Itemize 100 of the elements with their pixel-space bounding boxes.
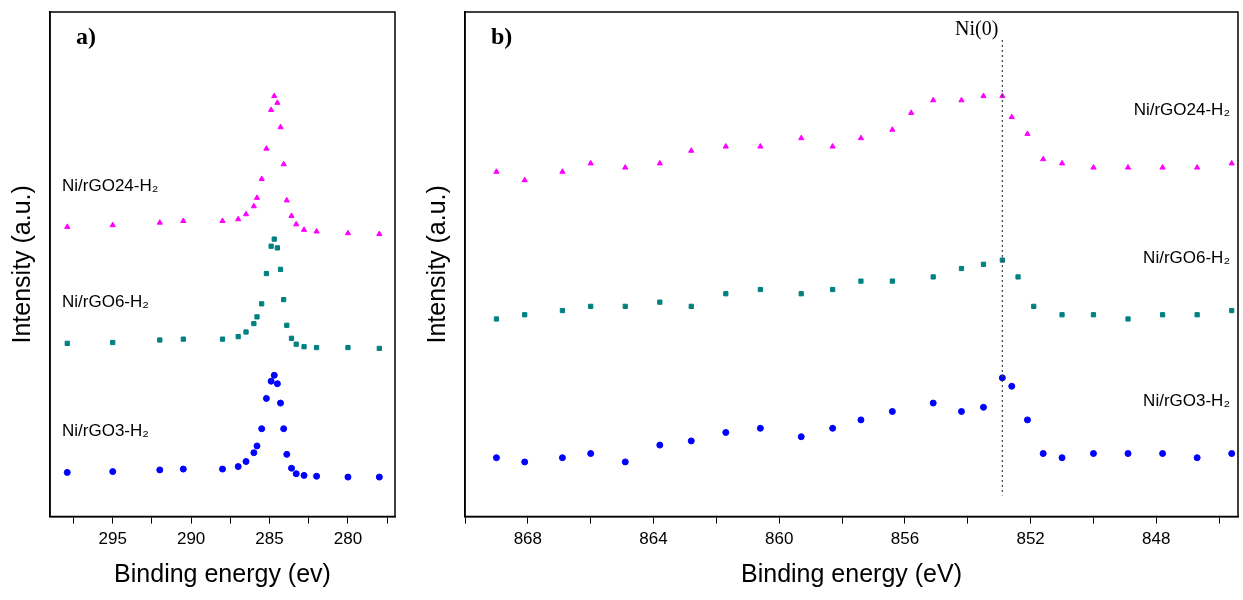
point — [268, 243, 274, 249]
point — [1194, 164, 1201, 170]
point — [345, 344, 351, 351]
point — [179, 465, 187, 473]
point — [1058, 159, 1066, 166]
point — [756, 424, 764, 432]
point — [301, 344, 307, 350]
x-tick-label: 285 — [255, 529, 284, 549]
point — [157, 337, 163, 343]
point — [262, 394, 270, 402]
point — [267, 377, 275, 385]
point — [376, 345, 382, 352]
x-tick-label: 280 — [333, 529, 363, 549]
point — [253, 194, 261, 200]
point — [493, 316, 500, 322]
point — [1193, 454, 1201, 462]
point — [273, 380, 281, 388]
point — [1090, 312, 1097, 318]
point — [258, 425, 266, 433]
point — [277, 266, 284, 272]
point — [559, 168, 566, 174]
point — [250, 202, 257, 209]
point — [1008, 113, 1015, 120]
point — [242, 210, 250, 217]
point — [979, 403, 987, 411]
point — [344, 229, 352, 236]
point — [1040, 155, 1047, 162]
point — [980, 92, 987, 99]
ref-line-label: Ni(0) — [955, 17, 999, 41]
point — [110, 339, 116, 346]
point — [253, 442, 261, 450]
point — [930, 274, 936, 280]
point — [657, 299, 663, 305]
point — [830, 286, 836, 293]
point — [344, 473, 352, 481]
point — [251, 320, 257, 327]
point — [283, 196, 290, 203]
point — [277, 399, 285, 407]
point — [64, 340, 70, 346]
point — [293, 341, 299, 347]
point — [288, 464, 295, 472]
point — [757, 143, 764, 149]
x-tick-label: 852 — [1016, 529, 1045, 549]
point — [274, 245, 281, 251]
point — [1059, 312, 1065, 318]
point — [288, 212, 295, 218]
point — [1015, 274, 1021, 280]
point — [1228, 450, 1236, 458]
point — [274, 99, 281, 105]
point — [313, 344, 320, 351]
point — [156, 219, 163, 225]
point — [798, 134, 805, 141]
x-axis-title: Binding energy (eV) — [741, 558, 962, 587]
point — [1031, 303, 1037, 309]
point — [588, 303, 594, 309]
point — [1194, 312, 1200, 318]
x-tick-label: 295 — [98, 529, 127, 549]
x-tick-label: 864 — [639, 529, 668, 549]
point — [283, 450, 291, 458]
point — [1023, 416, 1031, 424]
point — [1159, 164, 1166, 170]
point — [857, 134, 865, 141]
point — [622, 303, 628, 309]
point — [723, 291, 729, 297]
point — [234, 463, 242, 471]
point — [259, 301, 265, 307]
point — [1229, 307, 1235, 314]
point — [156, 466, 164, 474]
point — [1125, 316, 1131, 322]
point — [254, 314, 260, 320]
point — [235, 215, 242, 222]
point — [300, 471, 308, 479]
point — [375, 473, 383, 481]
y-axis-title: Intensity (a.u.) — [421, 185, 450, 344]
point — [109, 221, 116, 228]
point — [376, 230, 383, 237]
point — [293, 220, 300, 227]
point — [656, 159, 663, 166]
point — [521, 176, 528, 183]
point — [688, 303, 694, 309]
point — [722, 143, 729, 149]
point — [250, 449, 258, 457]
series-label: Ni/rGO24-H₂ — [62, 175, 159, 195]
point — [493, 168, 500, 174]
point — [219, 336, 226, 342]
point — [243, 329, 249, 335]
point — [1090, 164, 1097, 170]
point — [235, 334, 241, 340]
point — [270, 371, 278, 379]
point — [522, 312, 528, 318]
point — [1008, 382, 1016, 390]
point — [300, 226, 308, 232]
text: Ni/rGO3-H₂ — [1143, 390, 1230, 410]
point — [1159, 450, 1167, 458]
text: Ni/rGO24-H₂ — [1133, 100, 1230, 120]
point — [929, 399, 937, 407]
point — [1124, 450, 1132, 458]
point — [587, 159, 594, 166]
point — [958, 96, 965, 103]
point — [268, 106, 275, 112]
